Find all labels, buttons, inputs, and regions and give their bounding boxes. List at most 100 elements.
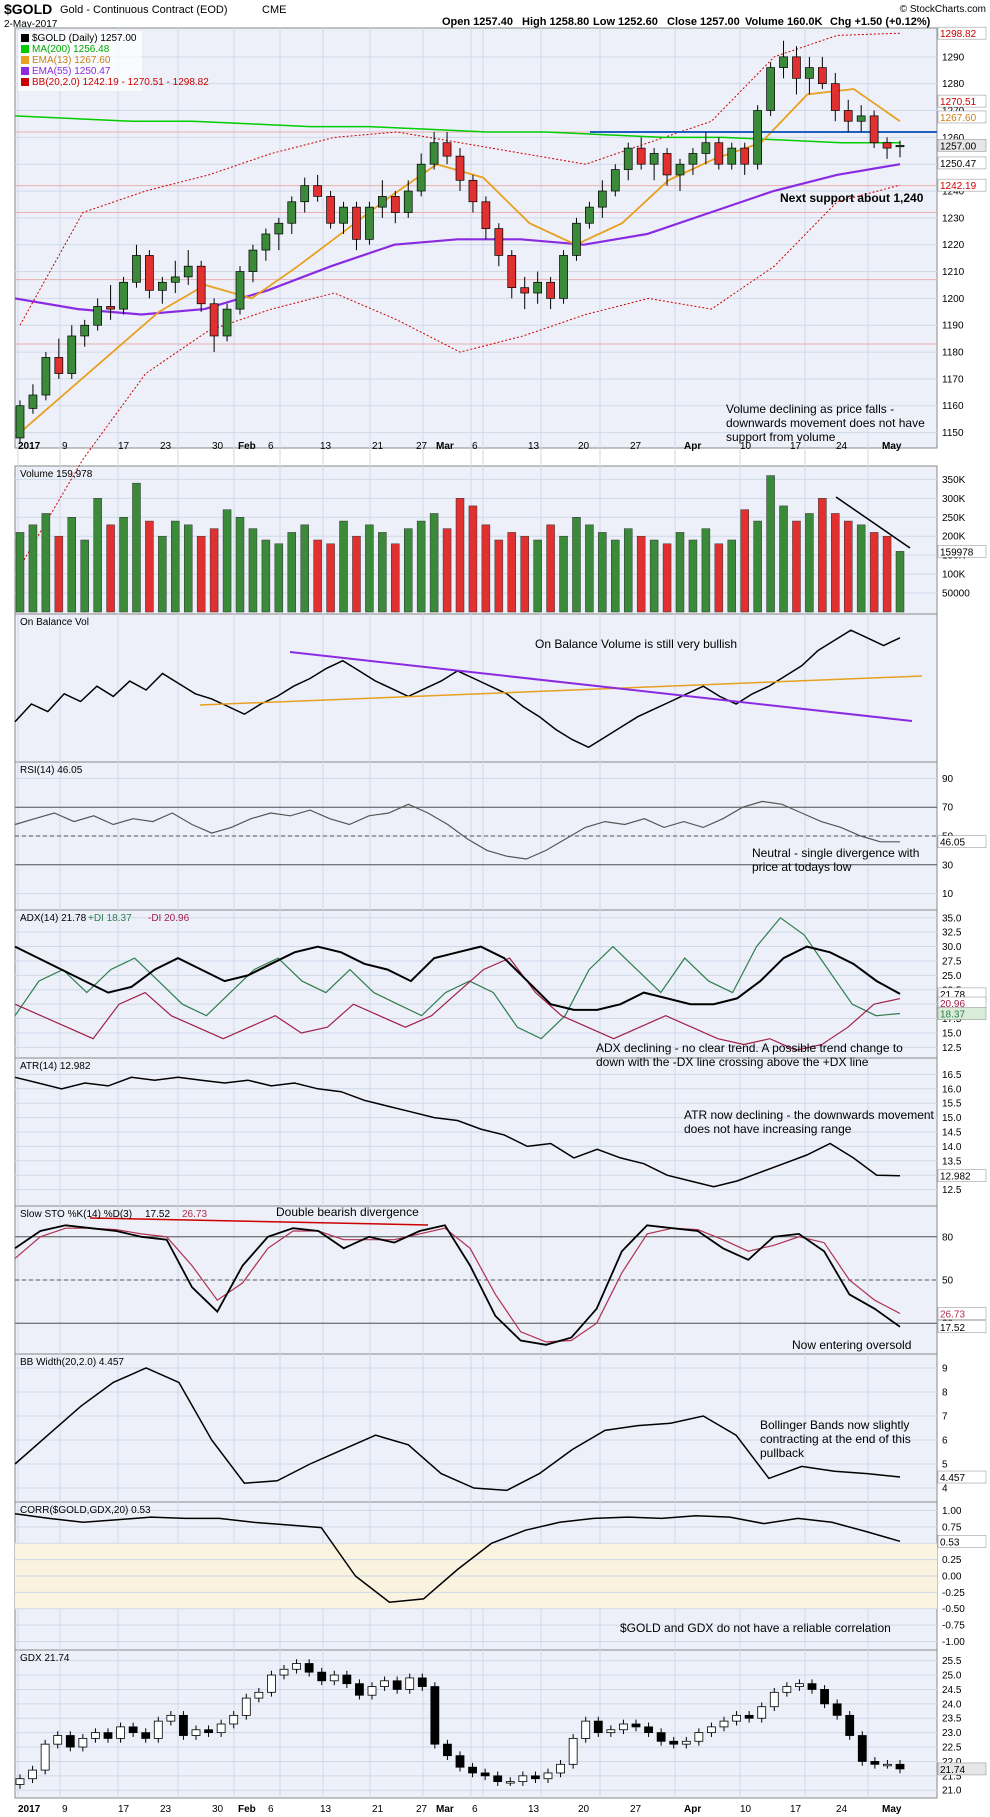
volume-bar-32 xyxy=(429,513,439,613)
volume-bar-48 xyxy=(636,535,646,613)
legend-swatch-ma200 xyxy=(21,45,29,53)
chart-header: $GOLD Gold - Continuous Contract (EOD) C… xyxy=(4,1,986,30)
volume-bar-25 xyxy=(339,520,348,613)
gdx-candle-56 xyxy=(719,1720,729,1728)
price-candle-35 xyxy=(468,179,478,203)
volume-bar-16 xyxy=(222,509,232,613)
legend-swatch-gold xyxy=(21,34,29,42)
x-label-top-1: 9 xyxy=(62,441,68,452)
bbw-y-tick-1: 5 xyxy=(942,1460,948,1471)
gdx-candle-64 xyxy=(820,1689,829,1705)
atr-line xyxy=(14,1076,901,1188)
rsi-right-label-box xyxy=(937,835,987,848)
gdx-candle-46 xyxy=(593,1720,603,1734)
header-high: High 1258.80 xyxy=(522,16,589,28)
gdx-candle-55 xyxy=(707,1726,716,1734)
price-candle-61 xyxy=(805,67,814,79)
price-y-tick-1: 1160 xyxy=(942,401,964,412)
sto-y-tick-2: 80 xyxy=(942,1232,954,1243)
sto-right-label-k: 17.52 xyxy=(940,1323,965,1334)
gdx-candle-0 xyxy=(15,1778,25,1785)
adx-legend-adx: ADX(14) 21.78 xyxy=(20,913,87,924)
price-right-label-1-box xyxy=(937,94,987,108)
price-candle-18 xyxy=(248,249,258,272)
x-label-bottom-13: 20 xyxy=(578,1804,590,1815)
volume-bar-39 xyxy=(520,535,529,613)
legend-ma200: MA(200) 1256.48 xyxy=(32,44,110,55)
volume-bar-42 xyxy=(559,535,568,613)
volume-y-tick-3: 200K xyxy=(942,532,966,543)
volume-bar-35 xyxy=(468,505,478,613)
price-right-label-0: 1298.82 xyxy=(940,29,977,40)
gdx-y-tick-5: 23.5 xyxy=(942,1714,962,1725)
price-right-label-2: 1267.60 xyxy=(940,113,977,124)
gdx-y-tick-3: 22.5 xyxy=(942,1743,962,1754)
annotation-obv: On Balance Volume is still very bullish xyxy=(535,637,737,651)
corr-y-tick-0: -1.00 xyxy=(942,1637,965,1648)
sto-k-line xyxy=(14,1224,901,1346)
volume-bar-41 xyxy=(546,524,555,613)
adx-legend-minusdi: -DI 20.96 xyxy=(148,913,190,924)
x-label-bottom-5: Feb xyxy=(238,1804,256,1815)
volume-bar-67 xyxy=(882,535,892,613)
annotation-corr: $GOLD and GDX do not have a reliable cor… xyxy=(620,1621,891,1635)
gdx-y-tick-9: 25.5 xyxy=(942,1656,962,1667)
volume-bar-37 xyxy=(494,539,504,613)
annotation-double-bearish: Double bearish divergence xyxy=(276,1205,419,1219)
price-y-tick-0: 1150 xyxy=(942,428,964,439)
price-candle-68 xyxy=(895,145,905,148)
gdx-candle-44 xyxy=(568,1738,578,1765)
obv-panel xyxy=(14,613,938,763)
x-axis: 2017201799171723233030FebFeb661313212127… xyxy=(18,441,902,1815)
gdx-candle-27 xyxy=(355,1683,364,1696)
gdx-candle-57 xyxy=(732,1714,741,1722)
annotation-oversold: Now entering oversold xyxy=(792,1338,911,1352)
gdx-candle-16 xyxy=(216,1723,226,1734)
adx-y-tick-9: 35.0 xyxy=(942,913,962,924)
bbw-legend: BB Width(20,2.0) 4.457 xyxy=(20,1357,124,1368)
bbw-y-tick-4: 8 xyxy=(942,1388,948,1399)
bbw-y-tick-0: 4 xyxy=(942,1484,948,1495)
price-right-label-2-box xyxy=(937,110,987,124)
price-y-tick-14: 1290 xyxy=(942,52,965,63)
x-label-bottom-6: 6 xyxy=(268,1804,274,1815)
price-candle-65 xyxy=(856,115,866,122)
atr-y-tick-2: 13.5 xyxy=(942,1156,962,1167)
gdx-candle-25 xyxy=(329,1674,339,1682)
legend-ema13: EMA(13) 1267.60 xyxy=(32,55,111,66)
rsi-right-label: 46.05 xyxy=(940,838,965,849)
volume-bar-59 xyxy=(779,505,788,613)
price-candle-45 xyxy=(598,190,607,208)
gdx-candle-7 xyxy=(103,1732,113,1739)
x-label-top-4: 30 xyxy=(212,441,224,452)
gdx-candle-62 xyxy=(795,1683,804,1687)
annotation-bbw-wrap: Bollinger Bands now slightly contracting… xyxy=(760,1418,911,1460)
price-y-tick-7: 1220 xyxy=(942,240,965,251)
gdx-candle-21 xyxy=(279,1668,289,1676)
gdx-candle-35 xyxy=(455,1755,465,1768)
gdx-candle-32 xyxy=(417,1677,427,1687)
gdx-candle-33 xyxy=(430,1686,440,1745)
price-candle-56 xyxy=(740,147,750,165)
x-label-bottom-19: May xyxy=(882,1804,902,1815)
x-label-bottom-17: 17 xyxy=(790,1804,802,1815)
volume-bar-62 xyxy=(818,498,827,613)
volume-bar-64 xyxy=(843,520,853,613)
corr-right-label: 0.53 xyxy=(940,1537,960,1548)
price-right-label-3-box xyxy=(937,139,987,152)
x-label-bottom-1: 9 xyxy=(62,1804,68,1815)
corr-y-tick-4: 0.00 xyxy=(942,1572,962,1583)
volume-bar-2 xyxy=(41,513,51,613)
volume-bar-6 xyxy=(93,498,102,613)
adx-right-label-1: 20.96 xyxy=(940,999,965,1010)
gdx-right-label: 21.74 xyxy=(940,1765,965,1776)
corr-right-label-box xyxy=(937,1535,987,1548)
gdx-candle-3 xyxy=(53,1735,63,1745)
price-candle-67 xyxy=(882,142,892,149)
header-name: Gold - Continuous Contract (EOD) xyxy=(60,4,228,16)
header-symbol: $GOLD xyxy=(4,1,52,17)
corr-y-tick-5: 0.25 xyxy=(942,1555,962,1566)
sto-legend-label: Slow STO %K(14) %D(3) xyxy=(20,1209,132,1220)
adx-right-label-2: 18.37 xyxy=(940,1010,965,1021)
price-panel xyxy=(14,27,938,449)
